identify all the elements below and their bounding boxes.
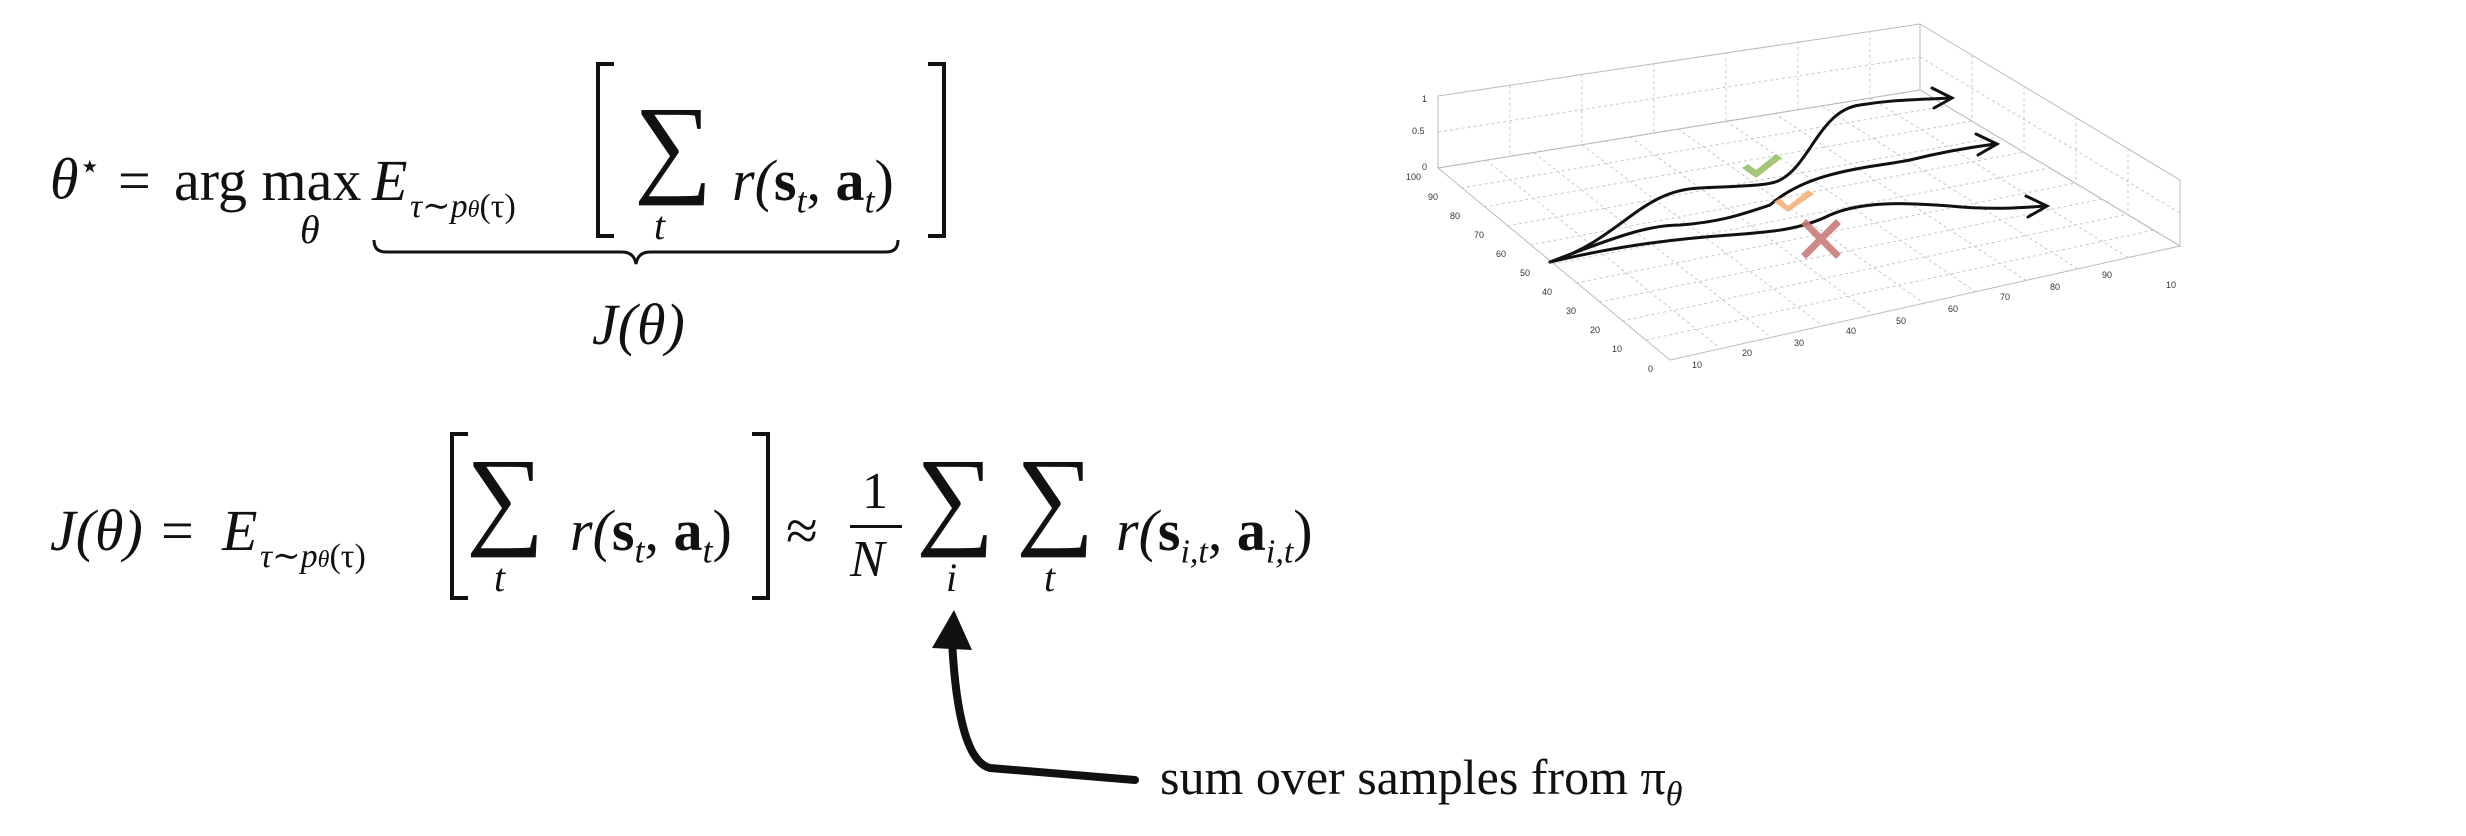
star-superscript: ⋆ [78, 146, 102, 186]
svg-text:20: 20 [1742, 348, 1752, 358]
fraction-denominator: N [850, 531, 885, 588]
right-square-bracket [752, 432, 770, 600]
arrowhead-top [1930, 86, 1956, 110]
expectation-subscript: τ∼pθ(τ) [410, 188, 516, 225]
fraction-numerator: 1 [862, 463, 888, 520]
summation-t2-symbol: ∑ [1016, 436, 1095, 558]
equals-sign: = [118, 148, 151, 213]
trajectory-3d-plot: 1 0.5 0 100 90 80 70 60 50 40 30 20 10 0… [1406, 23, 2182, 374]
left-square-bracket [596, 62, 614, 238]
svg-text:80: 80 [1450, 211, 1460, 221]
y-axis-ticks: 100 90 80 70 60 50 40 30 20 10 0 [1406, 172, 1653, 374]
theta-star: θ⋆ [50, 148, 101, 208]
svg-text:60: 60 [1496, 249, 1506, 259]
svg-text:0: 0 [1648, 364, 1653, 374]
sum-index-t2: t [1044, 555, 1056, 600]
svg-text:0: 0 [1422, 162, 1427, 172]
z-axis-ticks: 1 0.5 0 [1412, 94, 1427, 172]
expectation-symbol: E [222, 498, 258, 563]
sum-index-i: i [946, 555, 958, 600]
arrowhead-middle [1974, 132, 2001, 157]
annotation-arrow [932, 610, 1139, 784]
svg-text:70: 70 [1474, 230, 1484, 240]
svg-text:100: 100 [1406, 172, 1421, 182]
svg-text:10: 10 [1692, 360, 1702, 370]
svg-text:40: 40 [1846, 326, 1856, 336]
bad-cross-icon [1801, 219, 1841, 259]
estimate-equation: J(θ) = E τ∼pθ(τ) ∑ t r(st, at) ≈ 1 N ∑ i… [50, 432, 1350, 616]
right-square-bracket [928, 62, 946, 238]
left-square-bracket [450, 432, 468, 600]
summation-i-symbol: ∑ [916, 436, 995, 558]
svg-text:10: 10 [1612, 344, 1622, 354]
svg-text:90: 90 [1428, 192, 1438, 202]
reward-sample-term: r(si,t, ai,t) [1116, 498, 1313, 571]
fraction-bar [850, 525, 902, 528]
j-theta-lhs: J(θ) = [50, 498, 197, 563]
summation-t-symbol: ∑ [466, 436, 545, 558]
reward-term: r(st, at) [732, 148, 894, 221]
trajectory-middle [1548, 142, 1997, 264]
okay-check-icon [1774, 190, 1814, 212]
svg-text:90: 90 [2102, 270, 2112, 280]
annotation-caption: sum over samples from πθ [1160, 749, 1683, 813]
x-axis-ticks: 10 20 30 40 50 60 70 80 90 10 [1692, 270, 2176, 370]
trajectory-top [1548, 96, 1952, 264]
svg-text:30: 30 [1566, 306, 1576, 316]
approx-sign: ≈ [786, 498, 818, 563]
outcome-markers [1742, 154, 1841, 259]
svg-text:10: 10 [2166, 280, 2176, 290]
sum-index-t: t [494, 555, 506, 600]
argmax-operator: arg max [174, 148, 362, 213]
svg-text:0.5: 0.5 [1412, 126, 1425, 136]
expectation-subscript: τ∼pθ(τ) [260, 538, 366, 575]
svg-text:50: 50 [1520, 268, 1530, 278]
trajectory-bottom [1548, 202, 2047, 264]
svg-text:20: 20 [1590, 325, 1600, 335]
sum-index-t: t [654, 203, 666, 248]
good-check-icon [1742, 154, 1782, 178]
svg-text:30: 30 [1794, 338, 1804, 348]
summation-symbol: ∑ [634, 84, 713, 206]
trajectories [1548, 86, 2051, 264]
arrowhead-bottom [2024, 194, 2051, 219]
svg-text:40: 40 [1542, 287, 1552, 297]
theta-symbol: θ [50, 146, 79, 212]
underbrace-label: J(θ) [592, 292, 685, 357]
svg-text:70: 70 [2000, 292, 2010, 302]
argmax-subscript: θ [300, 207, 320, 252]
svg-text:1: 1 [1422, 94, 1427, 104]
expectation-symbol: E [372, 148, 408, 213]
underbrace [372, 239, 900, 265]
svg-text:80: 80 [2050, 282, 2060, 292]
reward-term: r(st, at) [570, 498, 732, 571]
svg-text:50: 50 [1896, 316, 1906, 326]
svg-text:60: 60 [1948, 304, 1958, 314]
